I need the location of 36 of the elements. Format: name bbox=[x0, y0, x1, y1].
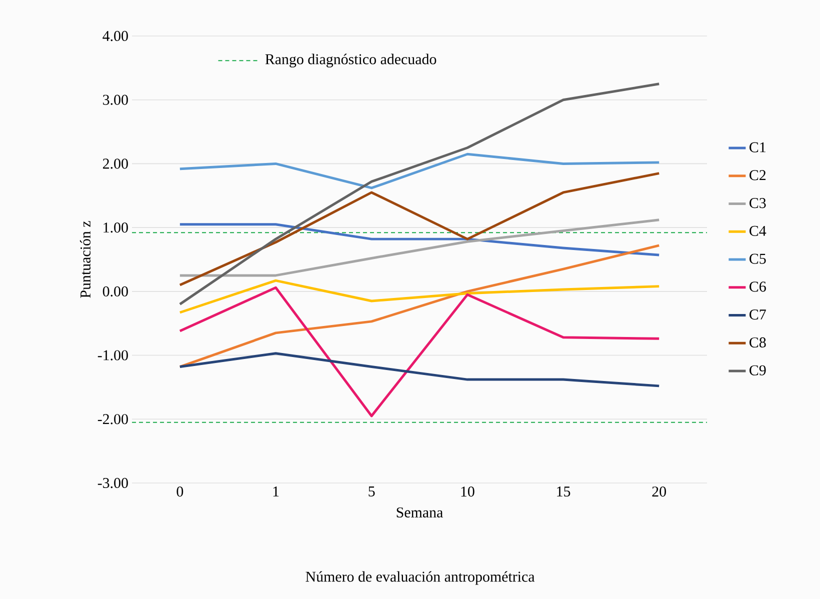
y-tick-label: 0.00 bbox=[102, 286, 128, 297]
y-axis-title: Puntuación z bbox=[80, 221, 91, 298]
y-tick-label: -2.00 bbox=[98, 414, 128, 424]
legend-label: C5 bbox=[750, 254, 766, 264]
legend-label: C9 bbox=[750, 365, 766, 376]
x-tick-label: 0 bbox=[176, 486, 184, 497]
x-axis-title: Semana bbox=[396, 507, 443, 518]
y-tick-label: 3.00 bbox=[103, 94, 128, 105]
line-series bbox=[178, 279, 660, 314]
line-series bbox=[178, 286, 660, 418]
legend-label: C2 bbox=[750, 170, 766, 180]
y-tick-label: 2.00 bbox=[102, 158, 128, 169]
legend-label: C7 bbox=[750, 310, 766, 320]
legend-label: C6 bbox=[750, 282, 766, 292]
line-series bbox=[178, 223, 660, 256]
line-series bbox=[178, 352, 660, 388]
line-series bbox=[178, 152, 660, 190]
x-tick-label: 20 bbox=[652, 486, 666, 497]
legend-label: C4 bbox=[750, 226, 766, 236]
y-tick-label: -3.00 bbox=[98, 478, 128, 488]
x-tick-label: 10 bbox=[461, 486, 474, 497]
x-tick-label: 15 bbox=[557, 486, 570, 497]
y-tick-label: 1.00 bbox=[104, 222, 128, 233]
legend-label: C8 bbox=[750, 337, 766, 348]
x-tick-label: 5 bbox=[368, 486, 375, 496]
line-series bbox=[178, 82, 660, 306]
line-series bbox=[178, 172, 660, 286]
x-tick-label: 1 bbox=[273, 486, 279, 496]
line-series bbox=[178, 244, 660, 368]
y-tick-label: -1.00 bbox=[98, 350, 128, 360]
text: Número de evaluación antropométrica bbox=[306, 571, 535, 585]
legend-label: C3 bbox=[750, 198, 766, 208]
line-series bbox=[178, 218, 660, 277]
y-tick-label: 4.00 bbox=[102, 30, 128, 42]
legend-label: Rango diagnóstico adecuado bbox=[265, 54, 436, 68]
legend-label: C1 bbox=[750, 142, 766, 152]
